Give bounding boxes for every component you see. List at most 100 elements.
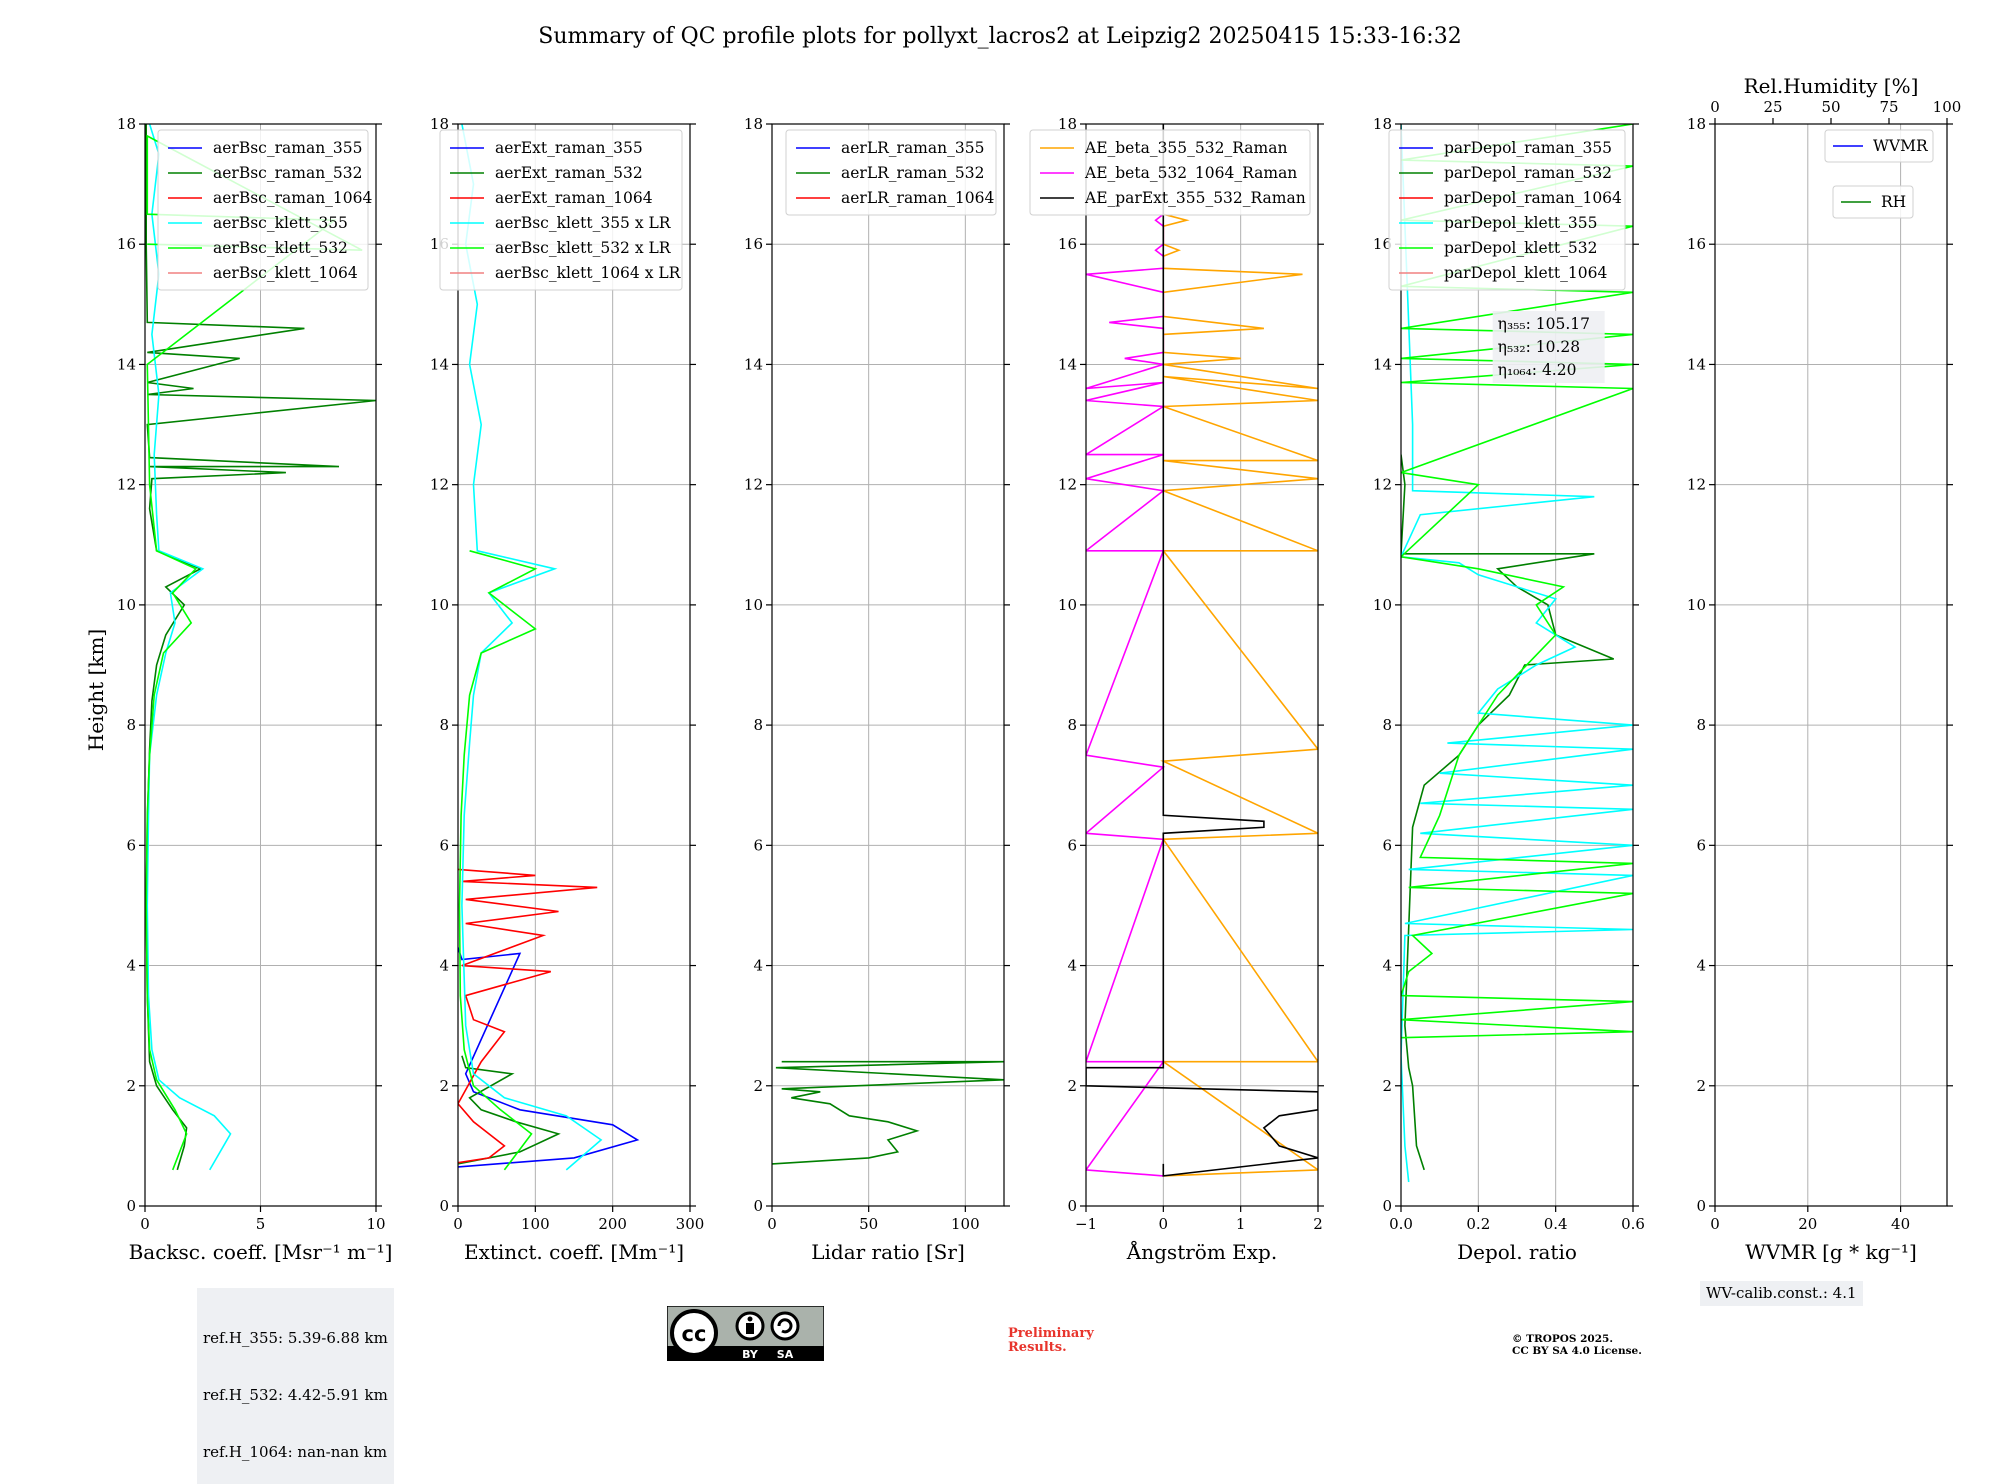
y-tick-label: 6 bbox=[1696, 836, 1706, 854]
x-tick-label: 0.4 bbox=[1544, 1215, 1568, 1233]
top-x-tick-label: 25 bbox=[1763, 98, 1782, 116]
y-tick-label: 12 bbox=[117, 476, 136, 494]
y-tick-label: 8 bbox=[1382, 716, 1392, 734]
y-tick-label: 4 bbox=[439, 957, 449, 975]
y-tick-label: 6 bbox=[1382, 836, 1392, 854]
x-tick-label: 5 bbox=[256, 1215, 266, 1233]
y-tick-label: 18 bbox=[744, 115, 763, 133]
legend-entry: parDepol_klett_532 bbox=[1444, 239, 1597, 257]
series-line-ae-parext-355-532-raman bbox=[1086, 124, 1318, 1177]
x-tick-label: 200 bbox=[598, 1215, 627, 1233]
legend: aerExt_raman_355 aerExt_raman_532 aerExt_r… bbox=[439, 129, 683, 291]
y-tick-label: 6 bbox=[126, 836, 136, 854]
y-tick-label: 0 bbox=[1067, 1197, 1077, 1215]
copyright-line2: CC BY SA 4.0 License. bbox=[1512, 1345, 1642, 1357]
x-tick-label: 40 bbox=[1891, 1215, 1910, 1233]
legend-entry: parDepol_raman_532 bbox=[1444, 164, 1612, 182]
x-axis-label: Backsc. coeff. [Msr⁻¹ m⁻¹] bbox=[129, 1240, 393, 1264]
x-tick-label: 0.0 bbox=[1389, 1215, 1413, 1233]
eta-value: η₁₀₆₄: 4.20 bbox=[1498, 361, 1577, 379]
axes-frame bbox=[1714, 123, 1948, 1207]
series-line-aerlr-raman-532 bbox=[772, 1060, 1004, 1165]
copyright-note: © TROPOS 2025. CC BY SA 4.0 License. bbox=[1512, 1333, 1642, 1357]
legend-entry: aerBsc_klett_355 x LR bbox=[495, 214, 672, 232]
legend-entry: parDepol_raman_355 bbox=[1444, 139, 1612, 157]
legend-box-wvmr: WVMR bbox=[1824, 129, 1934, 163]
x-tick-label: 0 bbox=[1710, 1215, 1720, 1233]
y-tick-label: 10 bbox=[1687, 596, 1706, 614]
preliminary-note: Preliminary Results. bbox=[1008, 1327, 1094, 1355]
x-tick-label: −1 bbox=[1075, 1215, 1097, 1233]
legend: aerBsc_raman_355 aerBsc_raman_532 aerBsc_r… bbox=[157, 129, 373, 291]
y-tick-label: 4 bbox=[126, 957, 136, 975]
legend-entry: aerBsc_klett_532 bbox=[213, 239, 348, 257]
y-tick-label: 0 bbox=[439, 1197, 449, 1215]
top-x-tick-label: 100 bbox=[1933, 98, 1962, 116]
y-tick-label: 0 bbox=[126, 1197, 136, 1215]
x-tick-label: 0 bbox=[1159, 1215, 1169, 1233]
ref-height-355: ref.H_355: 5.39-6.88 km bbox=[203, 1329, 388, 1347]
legend-entry: aerBsc_raman_355 bbox=[213, 139, 363, 157]
cc-license-logo: cc BY SA bbox=[667, 1306, 824, 1361]
legend-entry: aerBsc_klett_532 x LR bbox=[495, 239, 672, 257]
reference-height-box: ref.H_355: 5.39-6.88 km ref.H_532: 4.42-… bbox=[197, 1288, 394, 1484]
wv-calibration-box: WV-calib.const.: 4.1 bbox=[1700, 1281, 1863, 1306]
y-tick-label: 14 bbox=[430, 355, 449, 373]
x-tick-label: 2 bbox=[1313, 1215, 1323, 1233]
axes-frame bbox=[1400, 123, 1634, 1207]
x-tick-label: 50 bbox=[859, 1215, 878, 1233]
y-tick-label: 12 bbox=[1058, 476, 1077, 494]
legend-entry: aerLR_raman_1064 bbox=[841, 189, 994, 207]
preliminary-line2: Results. bbox=[1008, 1340, 1067, 1355]
y-tick-label: 16 bbox=[1373, 235, 1392, 253]
legend: AE_beta_355_532_Raman AE_beta_532_1064_Ra… bbox=[1029, 129, 1311, 216]
x-tick-label: 1 bbox=[1236, 1215, 1246, 1233]
y-tick-label: 6 bbox=[439, 836, 449, 854]
y-tick-label: 10 bbox=[744, 596, 763, 614]
x-tick-label: 100 bbox=[951, 1215, 980, 1233]
preliminary-line1: Preliminary bbox=[1008, 1326, 1094, 1341]
y-tick-label: 10 bbox=[1058, 596, 1077, 614]
cc-sa-label: SA bbox=[777, 1348, 794, 1361]
panel-3: 0 2 4 6 8 10 12 14 16 18 0 50 100 Lidar ratio [Sr] aer… bbox=[744, 115, 1010, 1264]
y-tick-label: 16 bbox=[1058, 235, 1077, 253]
legend-entry: aerBsc_klett_355 bbox=[213, 214, 348, 232]
y-tick-label: 14 bbox=[117, 355, 136, 373]
y-tick-label: 6 bbox=[1067, 836, 1077, 854]
series-line-pardepol-raman-532 bbox=[1401, 454, 1615, 1171]
y-tick-label: 18 bbox=[430, 115, 449, 133]
legend-entry: WVMR bbox=[1873, 137, 1929, 155]
axes-frame bbox=[457, 123, 691, 1207]
y-tick-label: 8 bbox=[753, 716, 763, 734]
y-tick-label: 4 bbox=[1382, 957, 1392, 975]
legend-entry: AE_beta_532_1064_Raman bbox=[1084, 164, 1297, 182]
x-axis-label: Lidar ratio [Sr] bbox=[811, 1240, 965, 1264]
eta-annotation: η₃₅₅: 105.17 η₅₃₂: 10.28 η₁₀₆₄: 4.20 bbox=[1492, 311, 1605, 383]
x-tick-label: 0 bbox=[453, 1215, 463, 1233]
y-tick-label: 18 bbox=[1373, 115, 1392, 133]
y-tick-label: 16 bbox=[1687, 235, 1706, 253]
x-tick-label: 0.6 bbox=[1621, 1215, 1645, 1233]
top-x-tick-label: 50 bbox=[1821, 98, 1840, 116]
y-tick-label: 18 bbox=[1058, 115, 1077, 133]
series-line-aerext-raman-355 bbox=[458, 947, 640, 1168]
y-tick-label: 0 bbox=[1382, 1197, 1392, 1215]
y-tick-label: 2 bbox=[1696, 1077, 1706, 1095]
sa-icon bbox=[770, 1311, 800, 1341]
figure: Summary of QC profile plots for pollyxt_… bbox=[84, 24, 1961, 1264]
panel-5: 0 2 4 6 8 10 12 14 16 18 0.0 0.2 0.4 0.6 Depol. ratio p… bbox=[1373, 115, 1645, 1264]
y-tick-label: 8 bbox=[126, 716, 136, 734]
y-tick-label: 12 bbox=[1373, 476, 1392, 494]
y-tick-label: 12 bbox=[1687, 476, 1706, 494]
y-tick-label: 14 bbox=[1058, 355, 1077, 373]
legend-entry: RH bbox=[1881, 193, 1906, 211]
y-tick-label: 4 bbox=[1067, 957, 1077, 975]
legend-entry: aerExt_raman_532 bbox=[495, 164, 643, 182]
y-tick-label: 14 bbox=[1373, 355, 1392, 373]
series-line-aerbsc-klett-532-x-lr bbox=[458, 550, 538, 1171]
panel-1: 0 2 4 6 8 10 12 14 16 18 0 5 10 Backsc. coeff. [Msr⁻¹… bbox=[117, 115, 392, 1264]
legend: parDepol_raman_355 parDepol_raman_532 parD… bbox=[1388, 129, 1626, 291]
top-x-tick-label: 75 bbox=[1879, 98, 1898, 116]
